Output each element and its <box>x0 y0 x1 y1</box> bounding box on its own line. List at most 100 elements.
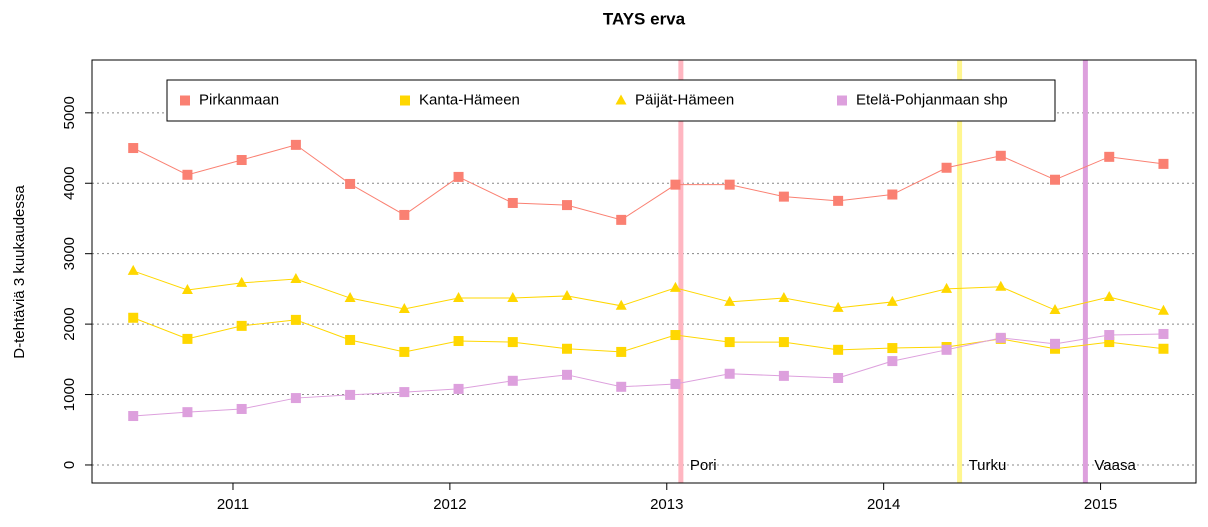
point <box>1104 330 1115 341</box>
point <box>995 150 1006 161</box>
point <box>1050 174 1061 185</box>
point <box>778 191 789 202</box>
point <box>399 209 410 220</box>
series-line <box>133 317 1164 353</box>
point <box>507 337 518 348</box>
event-label: Vaasa <box>1094 457 1136 474</box>
point <box>833 195 844 206</box>
point <box>1158 328 1169 339</box>
point <box>778 337 789 348</box>
point <box>182 407 193 418</box>
point <box>345 389 356 400</box>
y-tick-label: 4000 <box>61 167 78 200</box>
point <box>345 334 356 345</box>
point <box>995 332 1006 343</box>
x-tick-label: 2012 <box>433 496 466 513</box>
point <box>1158 158 1169 169</box>
legend-marker <box>837 95 847 106</box>
point <box>182 169 193 180</box>
y-tick-label: 2000 <box>61 307 78 340</box>
point <box>561 289 573 300</box>
point <box>670 378 681 389</box>
point <box>236 403 247 414</box>
point <box>670 330 681 341</box>
point <box>181 283 193 294</box>
point <box>128 143 139 154</box>
point <box>398 302 410 313</box>
point <box>724 368 735 379</box>
legend-label: Päijät-Hämeen <box>635 91 734 108</box>
point <box>941 344 952 355</box>
point <box>562 369 573 380</box>
point <box>833 372 844 383</box>
point <box>399 387 410 398</box>
x-tick-label: 2014 <box>867 496 900 513</box>
legend-label: Kanta-Hämeen <box>419 91 520 108</box>
point <box>1050 338 1061 349</box>
point <box>887 343 898 354</box>
point <box>236 276 248 287</box>
legend-label: Pirkanmaan <box>199 91 279 108</box>
point <box>182 333 193 344</box>
x-tick-label: 2011 <box>217 496 249 513</box>
point <box>724 337 735 348</box>
series-line <box>132 144 1164 221</box>
point <box>1158 343 1169 354</box>
y-tick-label: 3000 <box>61 237 78 270</box>
point <box>507 197 518 208</box>
point <box>453 292 465 303</box>
event-label: Pori <box>690 457 717 474</box>
point <box>507 375 518 386</box>
x-tick-label: 2015 <box>1084 496 1117 513</box>
y-tick-label: 0 <box>61 461 78 469</box>
point <box>344 292 356 303</box>
point <box>1104 337 1115 348</box>
y-tick-label: 1000 <box>61 378 78 411</box>
point <box>778 370 789 381</box>
point <box>615 299 627 310</box>
point <box>1157 304 1169 315</box>
point <box>832 301 844 312</box>
legend-label: Etelä-Pohjanmaan shp <box>856 91 1008 108</box>
point <box>670 179 681 190</box>
point <box>345 178 356 189</box>
point <box>290 139 301 150</box>
point <box>941 282 953 293</box>
point <box>1049 304 1061 315</box>
legend-box <box>166 79 1056 122</box>
point <box>887 189 898 200</box>
point <box>507 292 519 303</box>
point <box>236 155 247 166</box>
point <box>128 411 139 422</box>
legend-marker <box>180 95 190 106</box>
point <box>833 344 844 355</box>
point <box>399 346 410 357</box>
y-tick-label: 5000 <box>61 96 78 129</box>
point <box>236 320 247 331</box>
legend-marker <box>400 95 410 106</box>
point <box>778 292 790 303</box>
point <box>886 295 898 306</box>
x-tick-label: 2013 <box>650 496 683 513</box>
point <box>562 200 573 211</box>
point <box>128 312 139 323</box>
point <box>995 280 1007 291</box>
point <box>562 343 573 354</box>
point <box>724 179 735 190</box>
point <box>1104 151 1115 162</box>
chart-title: TAYS erva <box>603 9 686 28</box>
point <box>941 162 952 173</box>
point <box>887 356 898 367</box>
point <box>616 214 627 225</box>
point <box>453 171 464 182</box>
point <box>616 381 627 392</box>
point <box>453 383 464 394</box>
point <box>290 393 301 404</box>
series-line <box>133 270 1164 312</box>
plot-frame <box>91 59 1197 484</box>
point <box>127 264 139 275</box>
y-axis-label: D-tehtäviä 3 kuukaudessa <box>11 185 28 359</box>
point <box>669 281 681 292</box>
point <box>616 346 627 357</box>
